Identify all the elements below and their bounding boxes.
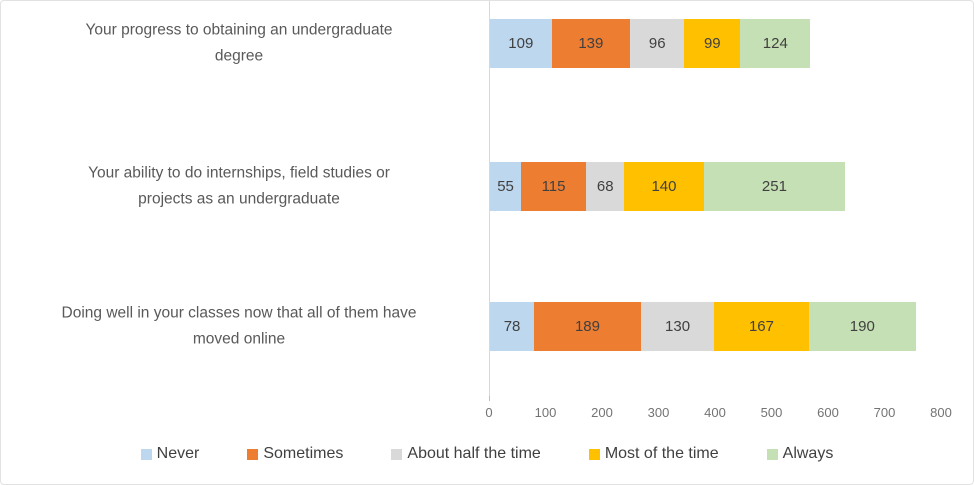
x-axis-tick-label: 500 (760, 405, 783, 420)
legend-swatch-icon (588, 448, 600, 460)
x-axis-tick-label: 0 (485, 405, 493, 420)
segment-value-label: 99 (703, 35, 721, 52)
x-axis-tick-label: 300 (647, 405, 670, 420)
segment-value-label: 189 (574, 318, 600, 335)
legend-item: Always (766, 445, 834, 463)
bar-segment: 78 (490, 302, 535, 351)
bar-row: 78 189 130 167 190 (490, 302, 916, 351)
bar-segment: 124 (740, 19, 811, 68)
category-label: Doing well in your classes now that all … (61, 304, 417, 348)
x-axis-tick-label: 800 (930, 405, 952, 420)
chart-legend: Never Sometimes About half the time Most of… (1, 445, 973, 463)
segment-value-label: 251 (761, 178, 787, 195)
bar-segment: 251 (703, 162, 846, 211)
x-axis-tick-label: 400 (704, 405, 726, 420)
bar-segment: 130 (640, 302, 715, 351)
legend-label: Most of the time (604, 445, 719, 462)
segment-value-label: 115 (541, 178, 566, 195)
y-axis-end-tick (489, 396, 490, 401)
legend-label: Sometimes (263, 445, 344, 462)
x-axis-tick-label: 200 (591, 405, 613, 420)
legend-item: About half the time (391, 445, 541, 463)
segment-value-label: 109 (508, 35, 534, 52)
legend-item: Sometimes (247, 445, 343, 463)
legend-item: Most of the time (588, 445, 719, 463)
bar-segment: 189 (534, 302, 641, 351)
bar-segment: 190 (808, 302, 916, 351)
segment-value-label: 96 (648, 35, 666, 52)
category-label: Your progress to obtaining an undergradu… (85, 21, 393, 65)
segment-value-label: 78 (503, 318, 521, 335)
legend-swatch-icon (391, 448, 403, 460)
segment-value-label: 68 (596, 178, 614, 195)
category-label: Your ability to do internships, field st… (88, 164, 390, 208)
bar-segment: 99 (684, 19, 741, 68)
segment-value-label: 130 (665, 318, 691, 335)
x-axis-tick-label: 700 (873, 405, 896, 420)
x-axis-tick-label: 600 (817, 405, 839, 420)
bar-segment: 55 (490, 162, 522, 211)
segment-value-label: 167 (748, 318, 774, 335)
bar-segment: 115 (521, 162, 587, 211)
bar-segment: 68 (586, 162, 625, 211)
x-axis-tick-labels: 0 100 200 300 400 500 600 700 800 (1, 405, 973, 423)
segment-value-label: 124 (762, 35, 788, 52)
bar-row: 109 139 96 99 124 (490, 19, 811, 68)
legend-label: Never (156, 445, 200, 462)
legend-swatch-icon (247, 448, 259, 460)
legend-item: Never (140, 445, 200, 463)
legend-swatch-icon (140, 448, 152, 460)
segment-value-label: 190 (849, 318, 875, 335)
x-axis-tick-label: 100 (534, 405, 557, 420)
bar-segment: 140 (624, 162, 704, 211)
legend-label: Always (782, 445, 834, 462)
bar-segment: 139 (551, 19, 631, 68)
y-axis-line (489, 1, 490, 396)
bar-segment: 109 (490, 19, 552, 68)
segment-value-label: 139 (578, 35, 604, 52)
legend-swatch-icon (766, 448, 778, 460)
legend-label: About half the time (407, 445, 541, 462)
segment-value-label: 140 (651, 178, 677, 195)
bar-segment: 167 (714, 302, 809, 351)
bar-row: 55 115 68 140 251 (490, 162, 846, 211)
segment-value-label: 55 (497, 178, 514, 195)
bar-segment: 96 (630, 19, 685, 68)
